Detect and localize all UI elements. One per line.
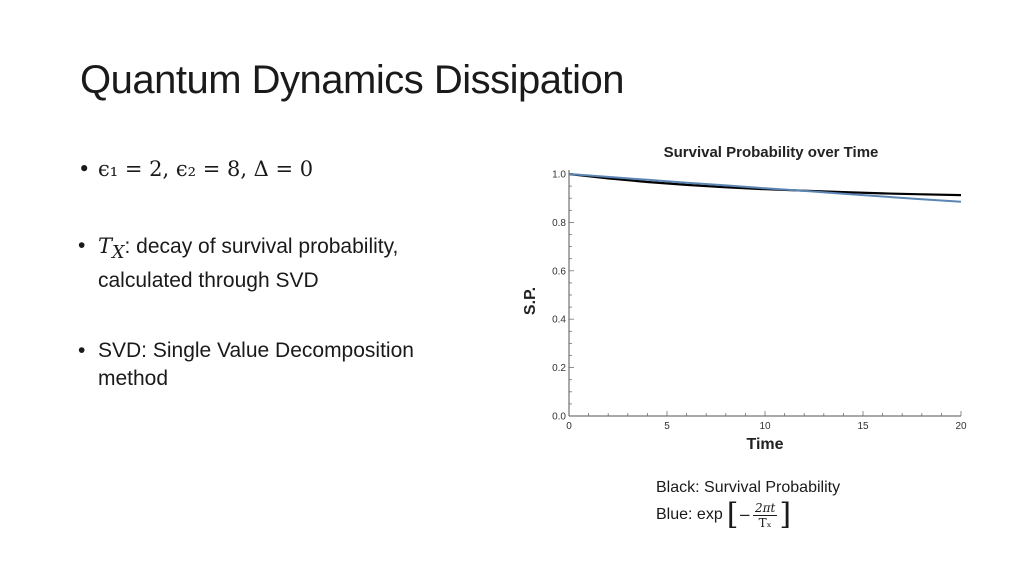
bullet-tx-definition: • TX: decay of survival probability, cal… [78, 232, 398, 295]
series-line-blue [568, 173, 962, 203]
x-tick-label: 5 [664, 421, 670, 432]
x-tick-label: 10 [759, 421, 771, 432]
svd-definition-line1: SVD: Single Value Decomposition [98, 339, 414, 362]
bullet-dot: • [78, 157, 91, 181]
axes [568, 170, 961, 417]
y-tick-label: 0.2 [552, 363, 566, 374]
slide-title: Quantum Dynamics Dissipation [80, 58, 625, 102]
y-axis-ticks: 0.0 0.2 0.4 0.6 0.8 1.0 [552, 170, 574, 423]
svd-definition-line2: method [98, 367, 169, 390]
y-tick-label: 0.8 [552, 218, 566, 229]
bracket-close: ] [779, 497, 792, 532]
bullet-dot: • [78, 234, 86, 257]
bullet-svd-definition: • SVD: Single Value Decomposition method [78, 337, 414, 393]
chart-title: Survival Probability over Time [664, 144, 879, 161]
x-axis-ticks: 0 5 10 15 20 [566, 411, 967, 432]
x-tick-label: 0 [566, 421, 572, 432]
y-tick-label: 0.4 [552, 315, 566, 326]
chart-svg: Survival Probability over Time 0 5 10 15 20 … [522, 144, 967, 453]
x-axis-title: Time [746, 436, 783, 453]
bullet-parameters: • ϵ₁ = 2, ϵ₂ = 8, Δ = 0 [78, 155, 313, 183]
tx-symbol-letter: T [98, 234, 113, 258]
series-line-black [568, 172, 962, 197]
series-lines [568, 172, 962, 203]
blue-prefix: Blue: exp [656, 506, 723, 523]
parameters-text: ϵ₁ = 2, ϵ₂ = 8, Δ = 0 [98, 157, 314, 181]
formula-minus: − [738, 506, 752, 524]
tx-symbol: TX [98, 234, 124, 263]
x-tick-label: 20 [955, 421, 967, 432]
legend-note-blue: Blue: exp [ − 2πt Tₓ ] [656, 500, 791, 530]
fraction-numerator: 2πt [753, 500, 778, 516]
tx-symbol-subscript: X [112, 243, 125, 264]
x-tick-label: 15 [857, 421, 869, 432]
exp-formula: [ − 2πt Tₓ ] [727, 500, 791, 530]
y-tick-label: 1.0 [552, 170, 566, 181]
bullet-dot: • [78, 339, 86, 362]
y-tick-label: 0.6 [552, 266, 566, 277]
tx-definition-line1: : decay of survival probability, [124, 235, 399, 258]
bracket-open: [ [726, 497, 739, 532]
fraction-denominator: Tₓ [758, 515, 772, 530]
legend-note-black: Black: Survival Probability [656, 479, 841, 496]
y-tick-label: 0.0 [552, 412, 566, 423]
survival-probability-chart: Survival Probability over Time 0 5 10 15 20 … [510, 138, 990, 458]
y-axis-title: S.P. [522, 287, 539, 315]
fraction: 2πt Tₓ [753, 500, 778, 530]
tx-definition-line2: calculated through SVD [98, 269, 319, 293]
